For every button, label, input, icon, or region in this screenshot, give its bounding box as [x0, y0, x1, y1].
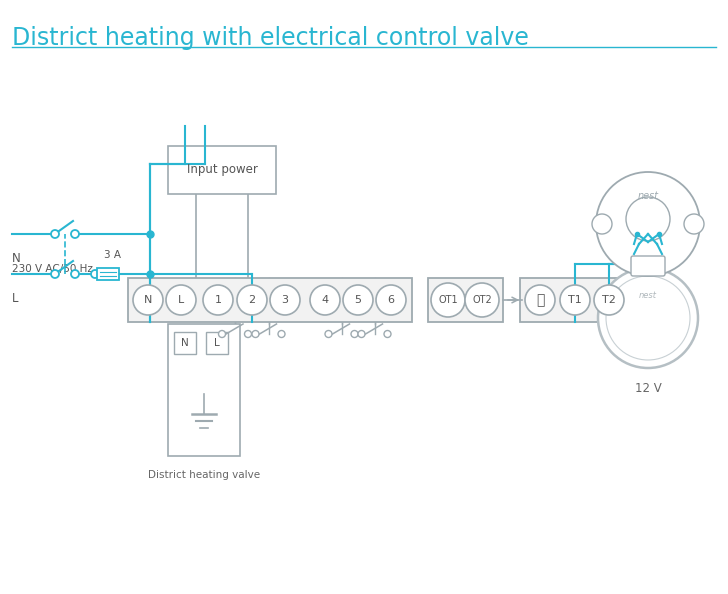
Circle shape — [376, 285, 406, 315]
Circle shape — [594, 285, 624, 315]
Circle shape — [71, 230, 79, 238]
Circle shape — [218, 330, 226, 337]
Circle shape — [592, 214, 612, 234]
Text: 1: 1 — [215, 295, 221, 305]
Text: N: N — [12, 252, 21, 266]
Circle shape — [626, 197, 670, 241]
Circle shape — [560, 285, 590, 315]
Circle shape — [310, 285, 340, 315]
Text: 12 V: 12 V — [635, 382, 661, 395]
Text: Input power: Input power — [186, 163, 258, 176]
Text: N: N — [181, 338, 189, 348]
Circle shape — [351, 330, 358, 337]
Circle shape — [51, 230, 59, 238]
Text: 4: 4 — [322, 295, 328, 305]
FancyBboxPatch shape — [168, 324, 240, 456]
Text: ⏚: ⏚ — [536, 293, 545, 307]
Circle shape — [51, 270, 59, 278]
Text: District heating with electrical control valve: District heating with electrical control… — [12, 26, 529, 50]
Text: 6: 6 — [387, 295, 395, 305]
Circle shape — [203, 285, 233, 315]
Text: 2: 2 — [248, 295, 256, 305]
FancyBboxPatch shape — [631, 256, 665, 276]
Text: 3: 3 — [282, 295, 288, 305]
FancyBboxPatch shape — [520, 278, 628, 322]
Circle shape — [278, 330, 285, 337]
Circle shape — [133, 285, 163, 315]
Text: OT1: OT1 — [438, 295, 458, 305]
FancyBboxPatch shape — [428, 278, 503, 322]
Circle shape — [343, 285, 373, 315]
Circle shape — [252, 330, 259, 337]
Text: OT2: OT2 — [472, 295, 492, 305]
Text: 3 A: 3 A — [104, 250, 121, 260]
Circle shape — [237, 285, 267, 315]
Circle shape — [358, 330, 365, 337]
Circle shape — [465, 283, 499, 317]
Circle shape — [684, 214, 704, 234]
Text: 230 V AC/50 Hz: 230 V AC/50 Hz — [12, 264, 93, 274]
Text: L: L — [12, 292, 18, 305]
FancyBboxPatch shape — [97, 268, 119, 280]
Text: T2: T2 — [602, 295, 616, 305]
Circle shape — [71, 270, 79, 278]
FancyBboxPatch shape — [128, 278, 412, 322]
Circle shape — [270, 285, 300, 315]
Circle shape — [606, 276, 690, 360]
Circle shape — [596, 172, 700, 276]
Text: T1: T1 — [568, 295, 582, 305]
Circle shape — [431, 283, 465, 317]
FancyBboxPatch shape — [174, 332, 196, 354]
Circle shape — [245, 330, 251, 337]
Circle shape — [166, 285, 196, 315]
Text: 5: 5 — [355, 295, 362, 305]
Circle shape — [384, 330, 391, 337]
Text: District heating valve: District heating valve — [148, 470, 260, 480]
FancyBboxPatch shape — [168, 146, 276, 194]
Text: nest: nest — [639, 292, 657, 301]
Text: L: L — [214, 338, 220, 348]
Circle shape — [598, 268, 698, 368]
Circle shape — [91, 270, 99, 278]
FancyBboxPatch shape — [206, 332, 228, 354]
Circle shape — [325, 330, 332, 337]
Circle shape — [525, 285, 555, 315]
Text: N: N — [144, 295, 152, 305]
Text: L: L — [178, 295, 184, 305]
Text: nest: nest — [638, 191, 659, 201]
